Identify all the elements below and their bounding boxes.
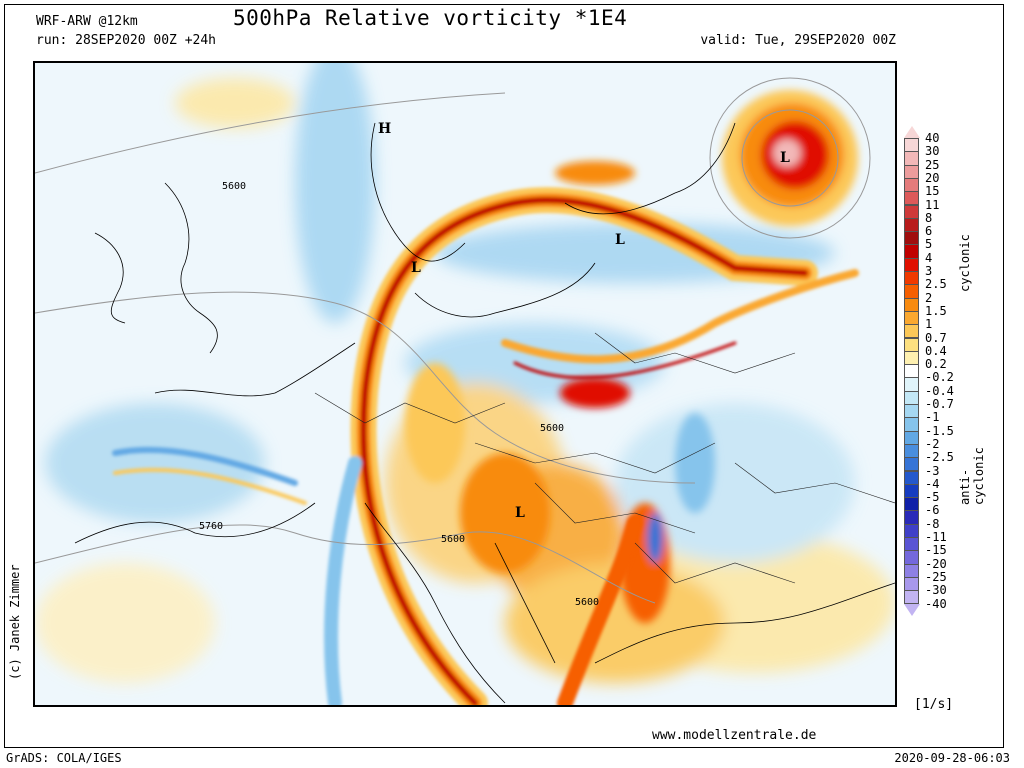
legend-swatch [904,510,919,525]
legend-swatch [904,457,919,472]
contour-label: 5600 [540,423,564,434]
legend-swatch [904,271,919,286]
legend-units: [1/s] [914,697,954,712]
contour-label: 5600 [441,534,465,545]
color-legend [904,126,920,622]
legend-anticyclonic-label: anti-cyclonic [958,447,986,505]
legend-level-label: -30 [925,583,947,598]
pressure-high-label: H [378,121,391,137]
contour-label: 5760 [199,521,223,532]
model-label: WRF-ARW @12km [36,14,138,29]
valid-time: valid: Tue, 29SEP2020 00Z [700,33,896,48]
legend-level-label: 20 [925,170,940,185]
legend-swatch [904,257,919,272]
legend-level-label: 0.2 [925,357,947,372]
legend-swatch [904,164,919,179]
legend-bottom-cap [904,603,920,616]
legend-level-label: -2 [925,436,940,451]
legend-level-label: 1.5 [925,303,947,318]
legend-level-label: 1 [925,317,933,332]
legend-swatch [904,151,919,166]
legend-level-label: -6 [925,503,940,518]
legend-level-label: -1 [925,410,940,425]
legend-level-label: -40 [925,596,947,611]
legend-swatch [904,377,919,392]
legend-swatch [904,337,919,352]
legend-swatch [904,138,919,153]
legend-swatch [904,497,919,512]
legend-level-label: -2.5 [925,450,954,465]
generation-timestamp: 2020-09-28-06:03 [894,751,1010,765]
legend-level-label: 2 [925,290,933,305]
legend-level-label: -20 [925,556,947,571]
contour-label: 5600 [222,181,246,192]
legend-level-label: -3 [925,463,940,478]
legend-level-label: 25 [925,157,940,172]
legend-swatch [904,523,919,538]
legend-level-label: -15 [925,543,947,558]
legend-level-label: -0.2 [925,370,954,385]
legend-swatch [904,284,919,299]
legend-swatch [904,364,919,379]
website-link: www.modellzentrale.de [652,728,817,743]
pressure-low-label: L [411,260,421,276]
legend-level-label: 30 [925,144,940,159]
legend-swatch [904,310,919,326]
legend-swatch [904,576,919,592]
legend-swatch [904,324,919,339]
legend-swatch [904,417,919,432]
legend-level-label: -4 [925,476,940,491]
legend-level-label: -0.7 [925,397,954,411]
pressure-low-label: L [515,505,525,521]
legend-level-label: 2.5 [925,277,947,292]
legend-swatch [904,244,919,259]
legend-swatch [904,404,919,419]
legend-swatch [904,590,919,605]
legend-level-label: -25 [925,569,947,584]
legend-level-label: -0.4 [925,383,954,398]
map-title: 500hPa Relative vorticity *1E4 [233,6,628,30]
legend-swatch [904,297,919,312]
legend-swatch [904,537,919,552]
legend-swatch [904,483,919,499]
pressure-low-label: L [615,232,625,248]
legend-level-label: 40 [925,131,940,145]
legend-swatch [904,177,919,193]
contour-label: 5600 [575,597,599,608]
author-credit: (c) Janek Zimmer [8,564,22,680]
legend-swatch [904,470,919,485]
legend-swatch [904,217,919,233]
legend-swatch [904,390,919,405]
legend-swatch [904,430,919,445]
grads-credit: GrADS: COLA/IGES [6,751,122,765]
legend-swatch [904,231,919,246]
legend-level-label: 6 [925,224,933,239]
legend-swatch [904,550,919,565]
figure-frame [4,4,1004,748]
legend-swatch [904,204,919,219]
legend-level-label: 8 [925,210,933,225]
legend-level-label: -11 [925,530,947,544]
legend-level-label: -1.5 [925,423,954,438]
legend-swatch [904,443,919,459]
legend-level-label: -8 [925,516,940,531]
legend-level-label: 3 [925,264,933,278]
legend-level-label: 4 [925,250,933,265]
legend-cyclonic-label: cyclonic [958,234,972,292]
legend-swatch [904,563,919,578]
legend-swatch [904,350,919,366]
legend-level-label: 15 [925,184,940,199]
legend-level-label: 11 [925,197,940,212]
pressure-low-label: L [780,150,790,166]
legend-level-label: 0.4 [925,343,947,358]
legend-level-label: 0.7 [925,330,947,345]
vorticity-map: H L L L L 5600 5600 5760 5600 5600 [33,61,897,707]
legend-top-cap [904,126,920,138]
run-label: run: 28SEP2020 00Z +24h [36,33,217,48]
legend-level-label: -5 [925,490,940,505]
legend-swatch [904,191,919,206]
legend-level-label: 5 [925,237,933,252]
